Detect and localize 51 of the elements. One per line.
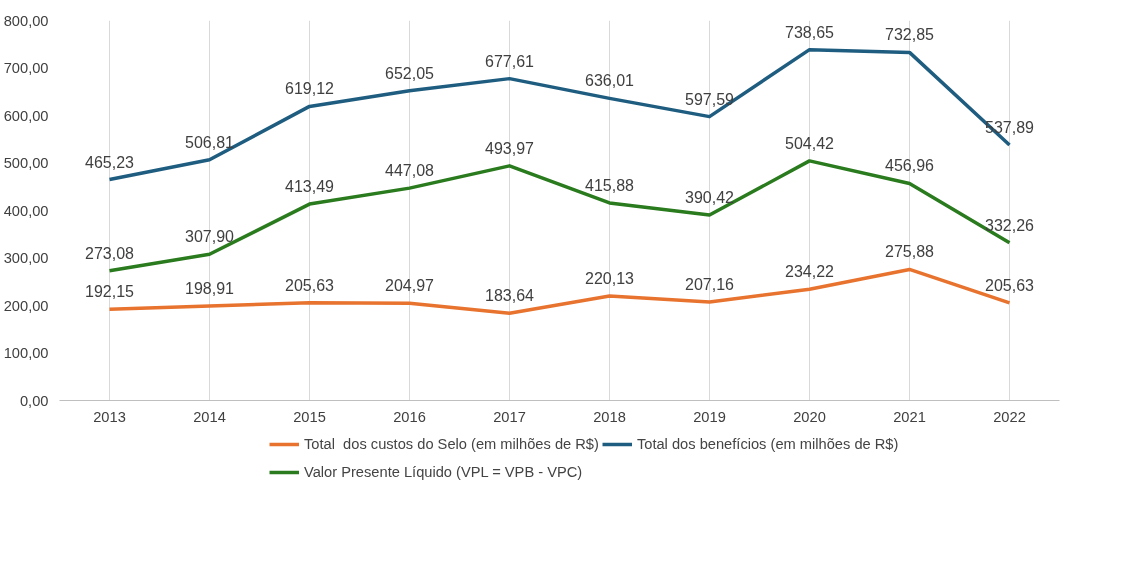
data-label: 738,65: [785, 23, 835, 41]
y-tick-label: 400,00: [3, 202, 49, 219]
data-label: 183,64: [485, 287, 535, 305]
data-label: 205,63: [985, 276, 1035, 294]
data-label: 307,90: [185, 228, 235, 246]
data-label: 652,05: [385, 64, 435, 82]
data-label: 415,88: [585, 176, 635, 194]
x-tick-label: 2013: [93, 408, 126, 425]
legend-label: Total dos benefícios (em milhões de R$): [636, 436, 899, 452]
legend-label: Valor Presente Líquido (VPL = VPB - VPC): [304, 464, 583, 480]
y-tick-label: 600,00: [3, 107, 49, 124]
y-tick-label: 500,00: [3, 155, 49, 171]
x-tick-label: 2020: [793, 408, 826, 425]
data-label: 465,23: [85, 153, 135, 171]
data-label: 493,97: [485, 139, 535, 157]
x-tick-label: 2016: [393, 408, 426, 425]
data-label: 677,61: [485, 52, 535, 70]
data-label: 275,88: [885, 243, 935, 261]
x-tick-label: 2021: [893, 408, 926, 425]
data-label: 619,12: [285, 80, 335, 98]
data-label: 198,91: [185, 280, 235, 298]
x-tick-label: 2018: [593, 408, 626, 425]
data-label: 332,26: [985, 216, 1035, 234]
data-label: 220,13: [585, 269, 635, 287]
data-label: 506,81: [185, 133, 235, 151]
data-label: 234,22: [785, 263, 835, 281]
data-label: 597,59: [685, 90, 735, 108]
x-tick-label: 2015: [293, 408, 326, 425]
y-tick-label: 700,00: [3, 60, 49, 76]
y-tick-label: 200,00: [3, 297, 49, 314]
y-tick-label: 800,00: [3, 12, 49, 29]
y-tick-label: 100,00: [3, 345, 49, 361]
y-tick-label: 300,00: [3, 250, 49, 266]
legend-label: Total dos custos do Selo (em milhões de R$): [304, 436, 599, 452]
x-tick-label: 2022: [993, 408, 1026, 425]
x-tick-label: 2014: [193, 408, 226, 425]
data-label: 456,96: [885, 157, 935, 175]
data-label: 732,85: [885, 26, 935, 44]
data-label: 192,15: [85, 283, 135, 301]
x-tick-label: 2019: [693, 408, 726, 425]
data-label: 205,63: [285, 276, 335, 294]
data-label: 636,01: [585, 72, 635, 90]
data-label: 273,08: [85, 244, 135, 262]
data-label: 504,42: [785, 134, 835, 152]
data-label: 207,16: [685, 276, 735, 294]
data-label: 204,97: [385, 277, 435, 295]
y-tick-label: 0,00: [19, 392, 49, 409]
data-label: 413,49: [285, 178, 335, 196]
data-label: 390,42: [685, 189, 735, 207]
data-label: 447,08: [385, 162, 435, 180]
x-tick-label: 2017: [493, 408, 526, 425]
